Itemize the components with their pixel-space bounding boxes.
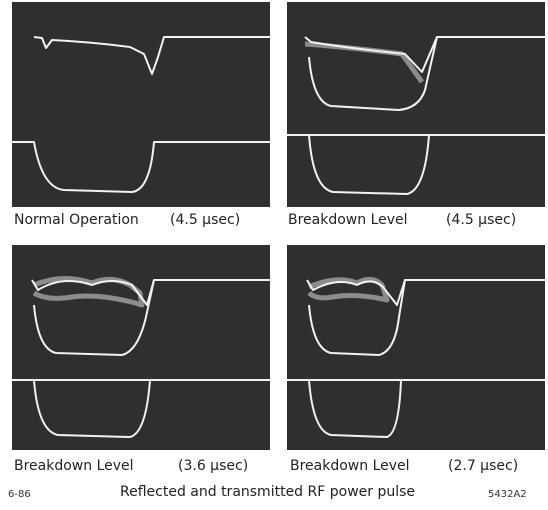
oscilloscope-panel bbox=[287, 245, 545, 450]
oscilloscope-panel bbox=[12, 2, 270, 207]
panel-label: Breakdown Level bbox=[288, 212, 408, 228]
panel-label: Normal Operation bbox=[14, 212, 139, 228]
panel-duration: (4.5 μsec) bbox=[446, 212, 517, 228]
traces bbox=[12, 276, 270, 438]
oscilloscope-panel bbox=[12, 245, 270, 450]
panel-duration: (2.7 μsec) bbox=[448, 458, 519, 474]
figure-id: 5432A2 bbox=[488, 489, 527, 500]
panel-label: Breakdown Level bbox=[290, 458, 410, 474]
traces bbox=[12, 36, 270, 193]
figure-id: 6-86 bbox=[8, 489, 31, 500]
oscilloscope-panel bbox=[287, 2, 545, 207]
panel-label: Breakdown Level bbox=[14, 458, 134, 474]
panel-duration: (3.6 μsec) bbox=[178, 458, 249, 474]
caption: Reflected and transmitted RF power pulse bbox=[120, 484, 416, 500]
traces bbox=[287, 277, 545, 438]
panel-duration: (4.5 μsec) bbox=[170, 212, 241, 228]
traces bbox=[287, 36, 545, 195]
